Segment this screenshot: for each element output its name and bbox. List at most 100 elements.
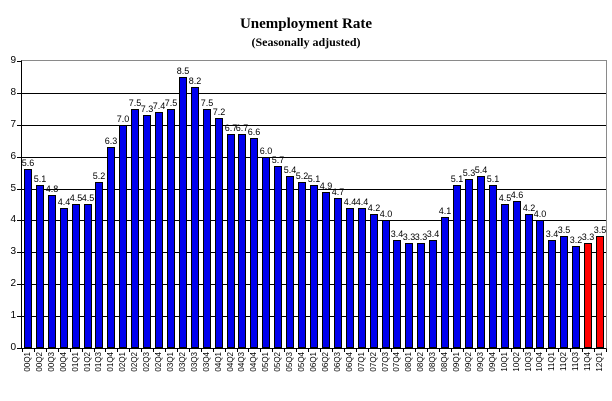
x-tick — [189, 349, 190, 352]
bar-09q2 — [465, 179, 473, 348]
x-tick — [22, 349, 23, 352]
x-tick — [117, 349, 118, 352]
bar-value-label-07q2: 4.2 — [367, 203, 381, 213]
bar-value-label-09q2: 5.3 — [462, 168, 476, 178]
bar-07q4 — [393, 240, 401, 348]
x-axis-label-05q4: 05Q4 — [297, 352, 306, 372]
x-tick — [165, 349, 166, 352]
x-axis-label-09q2: 09Q2 — [464, 352, 473, 372]
bar-value-label-01q1: 4.5 — [69, 193, 83, 203]
bar-10q1 — [501, 204, 509, 348]
x-axis-label-03q1: 03Q1 — [166, 352, 175, 372]
x-axis-label-09q1: 09Q1 — [452, 352, 461, 372]
y-tick-7 — [17, 125, 22, 126]
bar-04q1 — [215, 118, 223, 348]
bar-value-label-01q4: 6.3 — [104, 136, 118, 146]
x-axis-label-04q4: 04Q4 — [249, 352, 258, 372]
bar-04q4 — [250, 138, 258, 348]
bar-11q2 — [560, 236, 568, 348]
x-tick — [606, 349, 607, 352]
x-axis-label-08q2: 08Q2 — [416, 352, 425, 372]
y-tick-9 — [17, 61, 22, 62]
bar-09q4 — [489, 185, 497, 348]
x-tick — [439, 349, 440, 352]
y-tick-4 — [17, 220, 22, 221]
x-tick — [82, 349, 83, 352]
x-axis-label-08q1: 08Q1 — [404, 352, 413, 372]
x-axis-label-04q2: 04Q2 — [226, 352, 235, 372]
bar-00q1 — [24, 169, 32, 348]
bar-value-label-07q1: 4.4 — [355, 197, 369, 207]
x-axis-label-11q1: 11Q1 — [547, 352, 556, 371]
x-tick — [582, 349, 583, 352]
x-tick — [487, 349, 488, 352]
bar-value-label-03q1: 7.5 — [164, 98, 178, 108]
x-tick — [356, 349, 357, 352]
x-tick — [475, 349, 476, 352]
y-axis-label-2: 2 — [10, 278, 16, 289]
x-tick — [427, 349, 428, 352]
x-axis-label-01q2: 01Q2 — [83, 352, 92, 372]
bar-value-label-10q3: 4.2 — [522, 203, 536, 213]
x-tick — [225, 349, 226, 352]
bar-02q4 — [155, 112, 163, 348]
x-axis-label-00q2: 00Q2 — [35, 352, 44, 372]
x-axis-label-06q2: 06Q2 — [321, 352, 330, 372]
bar-00q3 — [48, 195, 56, 348]
y-axis-label-9: 9 — [10, 55, 16, 66]
y-axis-label-8: 8 — [10, 87, 16, 98]
x-axis-label-06q1: 06Q1 — [309, 352, 318, 372]
bar-value-label-04q1: 7.2 — [212, 107, 226, 117]
bar-12q1 — [596, 236, 604, 348]
gridline-8 — [22, 93, 606, 94]
bar-10q3 — [525, 214, 533, 348]
x-tick — [70, 349, 71, 352]
y-tick-5 — [17, 189, 22, 190]
x-tick — [391, 349, 392, 352]
x-axis-label-02q3: 02Q3 — [142, 352, 151, 372]
bar-06q3 — [334, 198, 342, 348]
bar-07q2 — [370, 214, 378, 348]
x-tick — [534, 349, 535, 352]
x-axis-label-03q3: 03Q3 — [190, 352, 199, 372]
x-tick — [237, 349, 238, 352]
x-axis-label-04q3: 04Q3 — [237, 352, 246, 372]
bar-value-label-08q2: 3.3 — [414, 232, 428, 242]
x-axis-label-02q1: 02Q1 — [118, 352, 127, 372]
x-axis-label-11q3: 11Q3 — [571, 352, 580, 371]
x-axis-label-07q1: 07Q1 — [357, 352, 366, 372]
bar-08q2 — [417, 243, 425, 348]
bar-02q2 — [131, 109, 139, 348]
bar-value-label-04q3: 6.7 — [235, 123, 249, 133]
x-tick — [499, 349, 500, 352]
bar-value-label-06q2: 4.9 — [319, 181, 333, 191]
bar-08q4 — [441, 217, 449, 348]
bar-01q4 — [107, 147, 115, 348]
x-axis-label-07q4: 07Q4 — [392, 352, 401, 372]
x-tick — [415, 349, 416, 352]
bar-value-label-08q1: 3.3 — [402, 232, 416, 242]
y-axis-label-1: 1 — [10, 310, 16, 321]
gridline-6 — [22, 157, 606, 158]
bar-11q1 — [548, 240, 556, 348]
bar-value-label-02q2: 7.5 — [128, 98, 142, 108]
x-tick — [129, 349, 130, 352]
bar-value-label-07q3: 4.0 — [379, 209, 393, 219]
bar-value-label-08q4: 4.1 — [438, 206, 452, 216]
x-tick — [320, 349, 321, 352]
bar-05q1 — [262, 157, 270, 348]
bar-value-label-09q1: 5.1 — [450, 174, 464, 184]
bar-value-label-05q3: 5.4 — [283, 165, 297, 175]
bar-03q2 — [179, 77, 187, 348]
x-tick — [332, 349, 333, 352]
bar-value-label-10q4: 4.0 — [533, 209, 547, 219]
x-axis-label-04q1: 04Q1 — [214, 352, 223, 372]
x-axis-label-07q3: 07Q3 — [381, 352, 390, 372]
x-axis-label-08q4: 08Q4 — [440, 352, 449, 372]
y-axis-label-4: 4 — [10, 214, 16, 225]
x-axis-label-09q4: 09Q4 — [488, 352, 497, 372]
bar-value-label-09q3: 5.4 — [474, 165, 488, 175]
x-tick — [523, 349, 524, 352]
y-tick-8 — [17, 93, 22, 94]
x-axis-label-00q3: 00Q3 — [47, 352, 56, 372]
